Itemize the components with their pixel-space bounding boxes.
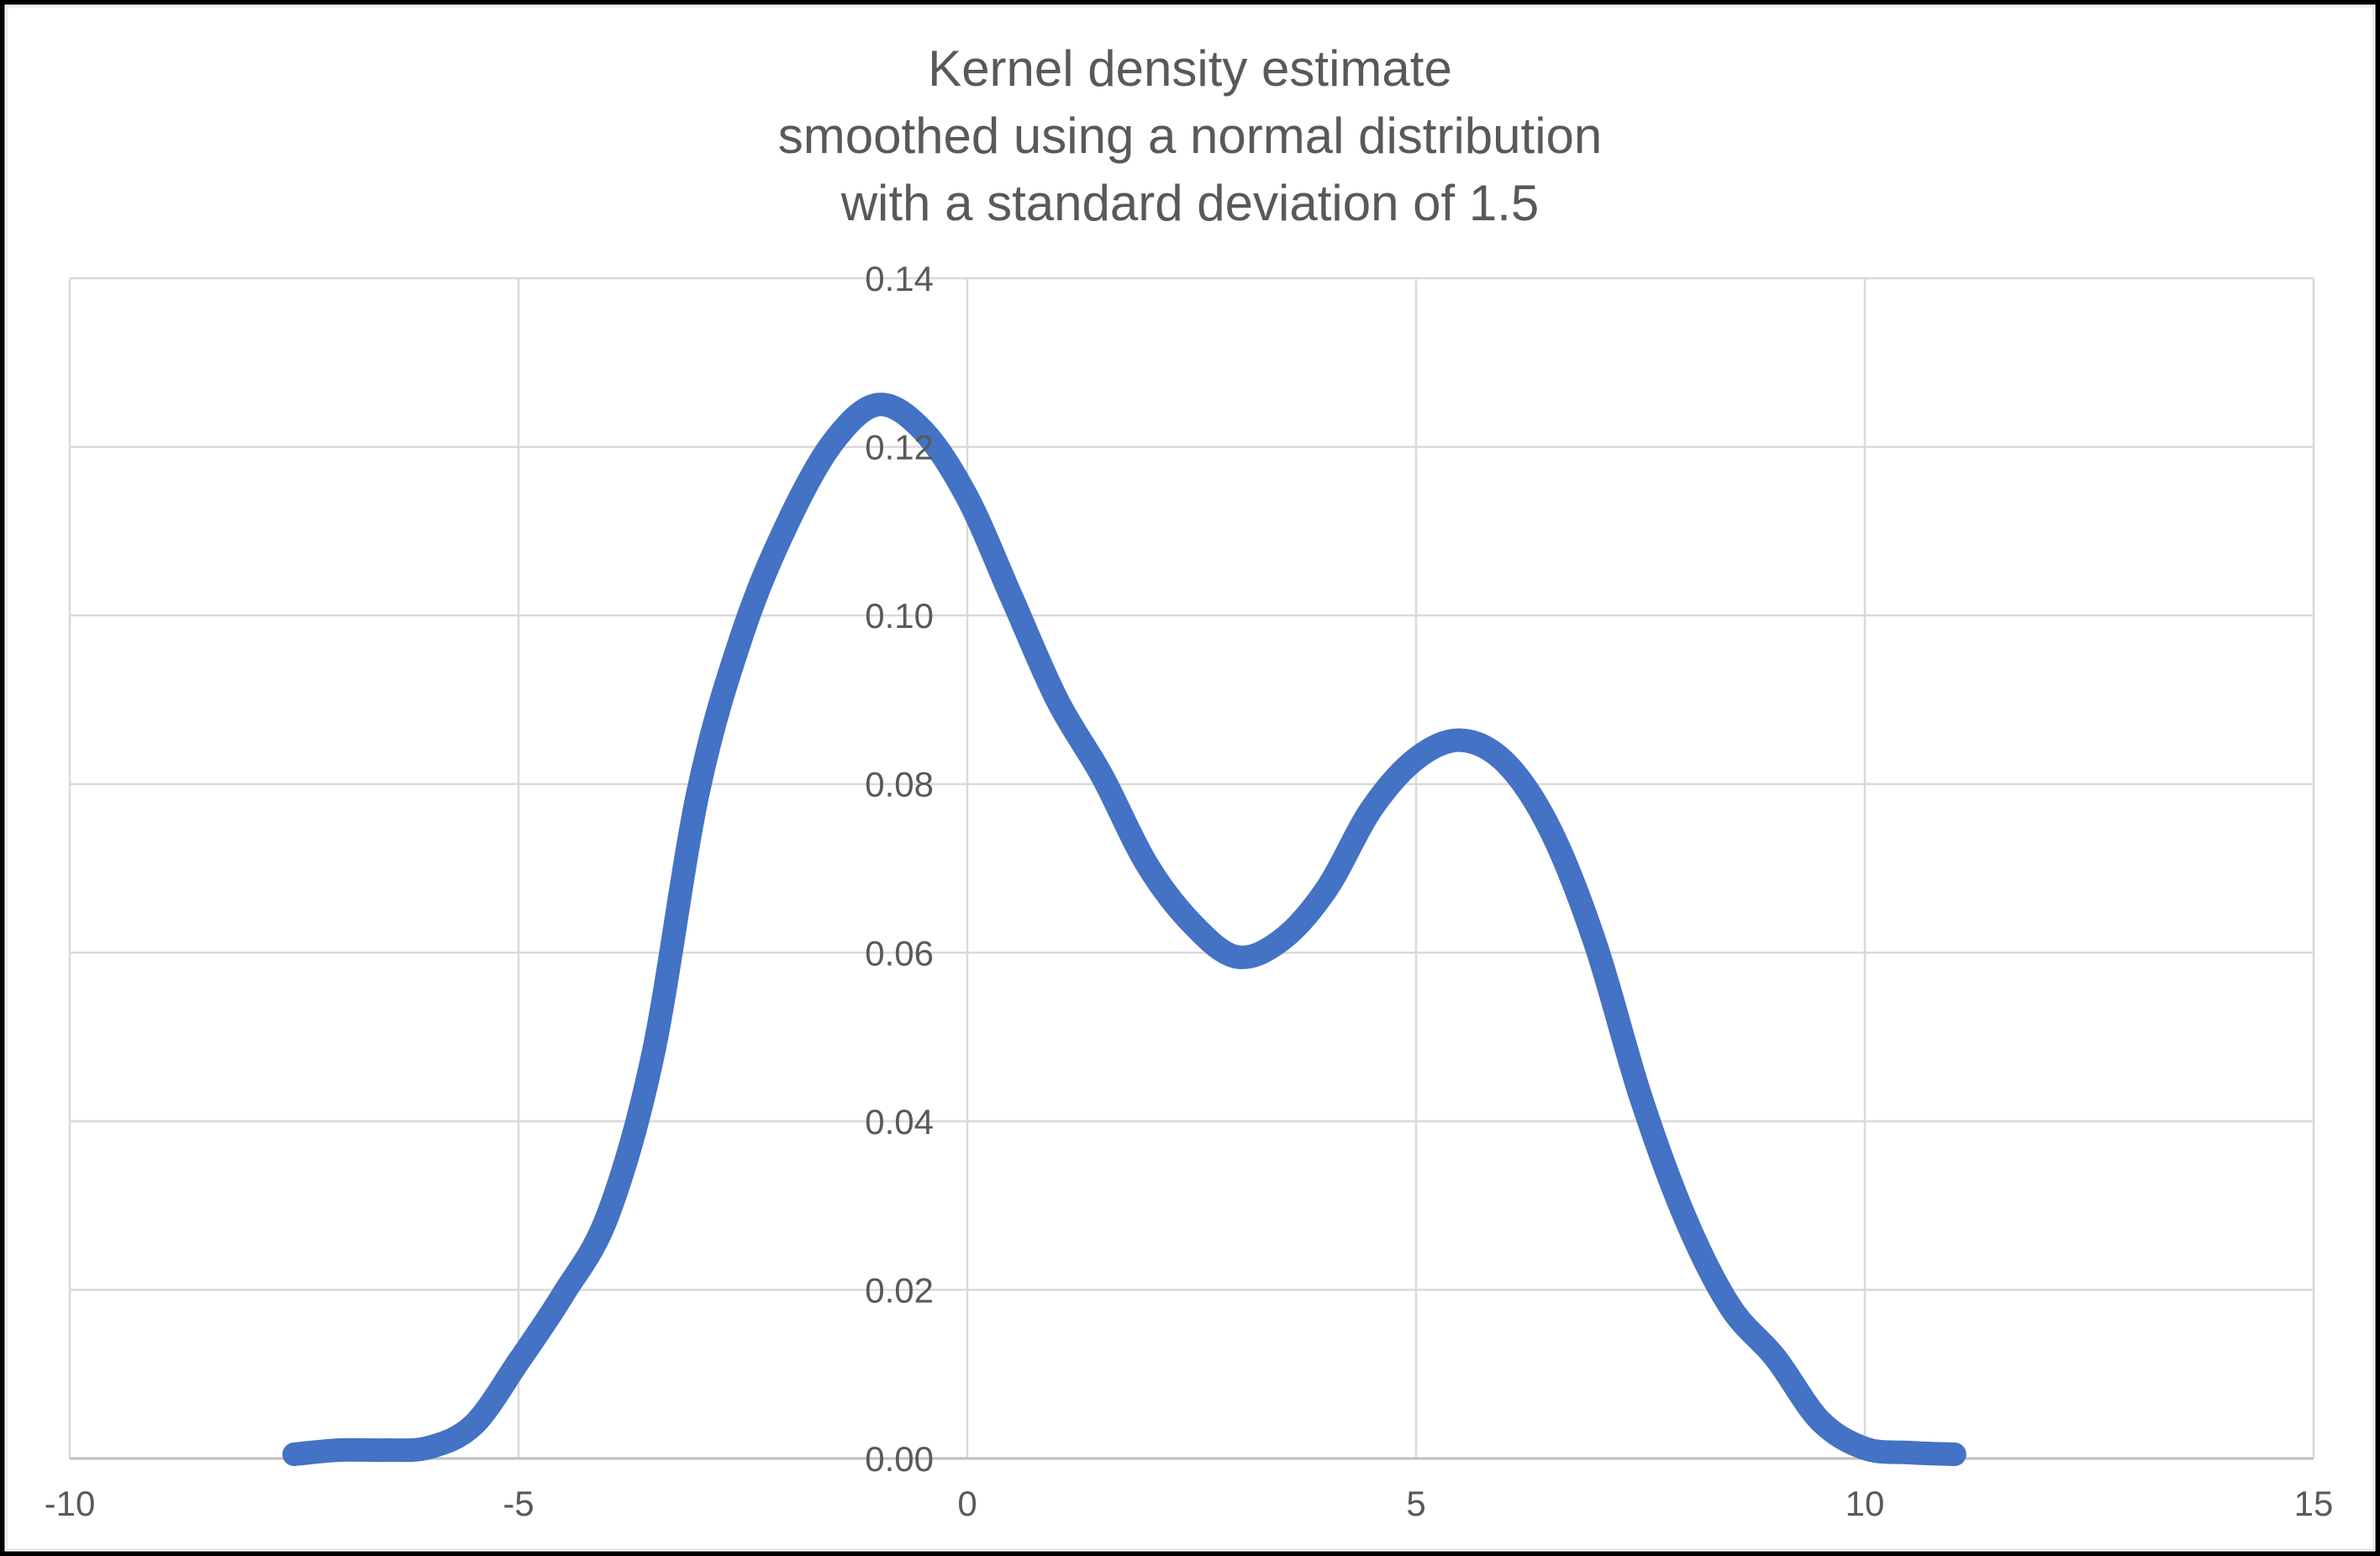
y-tick-label: 0.00 — [865, 1439, 934, 1479]
x-tick-label: 15 — [2294, 1484, 2334, 1523]
kde-curve — [282, 393, 1967, 1466]
x-tick-label: 5 — [1406, 1484, 1425, 1523]
y-tick-label: 0.08 — [865, 765, 934, 804]
y-tick-label: 0.12 — [865, 428, 934, 467]
gridlines — [68, 277, 2315, 1458]
chart-title: Kernel density estimate smoothed using a… — [778, 40, 1603, 231]
x-tick-label: 10 — [1846, 1484, 1885, 1523]
x-tick-label: -10 — [45, 1484, 96, 1523]
y-tick-label: 0.10 — [865, 596, 934, 636]
y-tick-label: 0.04 — [865, 1102, 934, 1142]
x-tick-label: 0 — [957, 1484, 977, 1523]
chart-title-line-2: smoothed using a normal distribution — [778, 108, 1603, 164]
y-tick-label: 0.02 — [865, 1270, 934, 1310]
chart-title-line-3: with a standard deviation of 1.5 — [840, 175, 1540, 231]
y-tick-label: 0.06 — [865, 933, 934, 973]
chart-inner-border — [6, 6, 2374, 1550]
x-tick-labels: -10 -5 0 5 10 15 — [45, 1484, 2334, 1523]
chart-title-line-1: Kernel density estimate — [928, 40, 1452, 97]
y-tick-label: 0.14 — [865, 259, 934, 298]
y-tick-labels: 0.00 0.02 0.04 0.06 0.08 0.10 0.12 0.14 — [865, 259, 934, 1479]
x-tick-label: -5 — [503, 1484, 534, 1523]
